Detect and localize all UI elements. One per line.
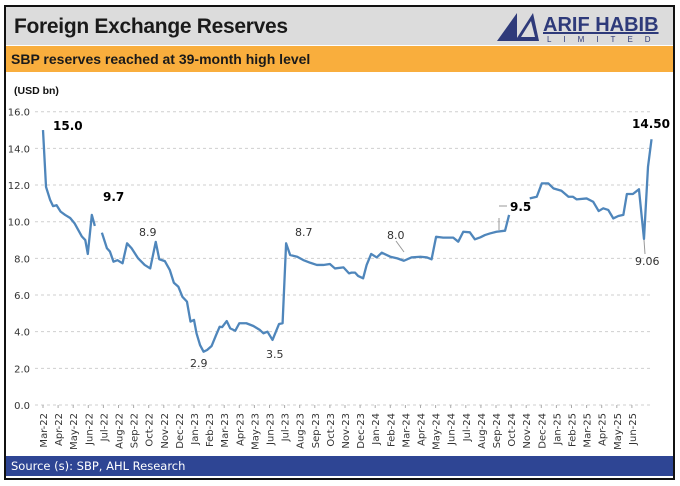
arif-habib-logo: ARIF HABIB LIMITED <box>495 11 665 43</box>
x-tick-label: Aug-23 <box>296 413 307 449</box>
reserves-line <box>41 129 96 256</box>
x-tick-label: Apr-22 <box>54 413 65 446</box>
x-tick-label: May-25 <box>613 413 624 450</box>
x-tick-label: Mar-23 <box>220 413 231 448</box>
x-tick-label: Nov-23 <box>341 413 352 449</box>
x-tick-label: Feb-23 <box>205 413 216 447</box>
reserves-line <box>529 139 653 241</box>
x-tick-label: Dec-24 <box>537 413 548 449</box>
x-tick-label: May-22 <box>69 413 80 450</box>
x-tick-label: Dec-23 <box>356 413 367 449</box>
reserves-line <box>100 214 511 353</box>
x-tick-label: Apr-24 <box>417 413 428 446</box>
x-tick-label: Apr-25 <box>598 413 609 446</box>
x-tick-label: Jun-24 <box>447 413 458 446</box>
x-tick-label: May-23 <box>250 413 261 450</box>
subtitle-bar: SBP reserves reached at 39-month high le… <box>6 46 673 72</box>
x-tick-label: Jul-22 <box>99 413 110 442</box>
x-tick-label: Jan-25 <box>552 413 563 446</box>
x-tick-label: Dec-22 <box>175 413 186 449</box>
annotation-jun25-dip: 9.06 <box>635 255 660 268</box>
x-tick-label: Mar-22 <box>39 413 50 448</box>
x-tick-label: Aug-24 <box>477 413 488 449</box>
chart-subtitle: SBP reserves reached at 39-month high le… <box>11 51 311 67</box>
x-tick-label: Jul-23 <box>281 413 292 442</box>
y-tick-label: 4.0 <box>14 328 30 339</box>
annotation-oct22: 8.9 <box>139 226 157 239</box>
y-tick-label: 12.0 <box>8 181 30 192</box>
x-tick-label: Mar-25 <box>583 413 594 448</box>
annotation-jan23-low: 2.9 <box>190 357 208 370</box>
x-tick-label: Jul-24 <box>462 413 473 442</box>
x-tick-label: Sep-24 <box>492 413 503 448</box>
x-tick-label: Jan-24 <box>371 413 382 446</box>
x-tick-label: Apr-23 <box>235 413 246 446</box>
x-tick-label: Feb-25 <box>568 413 579 447</box>
x-tick-label: Jan-23 <box>190 413 201 446</box>
x-tick-label: Aug-22 <box>115 413 126 449</box>
logo-mark-icon: ARIF HABIB LIMITED <box>497 13 663 43</box>
source-note: Source (s): SBP, AHL Research <box>11 459 186 473</box>
annotation-start: 15.0 <box>53 119 83 133</box>
chart-frame <box>4 5 675 480</box>
page-title: Foreign Exchange Reserves <box>14 15 288 38</box>
y-tick-label: 6.0 <box>14 291 30 302</box>
footer-bar: Source (s): SBP, AHL Research <box>6 456 673 476</box>
y-tick-label: 14.0 <box>8 144 30 155</box>
x-tick-label: Oct-22 <box>145 413 156 447</box>
annotation-jun23-low: 3.5 <box>266 348 284 361</box>
y-tick-label: 10.0 <box>8 218 30 229</box>
annotation-leader <box>643 239 646 255</box>
x-tick-label: Jun-22 <box>84 413 95 446</box>
x-tick-label: Jun-25 <box>628 413 639 446</box>
svg-text:LIMITED: LIMITED <box>547 35 663 43</box>
x-tick-label: Feb-24 <box>386 413 397 447</box>
x-tick-label: Oct-23 <box>326 413 337 447</box>
annotation-jan24: 8.0 <box>387 229 405 242</box>
annotation-leader <box>395 240 405 253</box>
annotation-latest: 14.50 <box>632 117 670 131</box>
y-tick-label: 2.0 <box>14 364 30 375</box>
y-axis-unit: (USD bn) <box>14 85 59 97</box>
annotation-sep24: 9.5 <box>510 200 532 214</box>
x-tick-label: Sep-22 <box>130 413 141 448</box>
x-tick-label: Jun-23 <box>266 413 277 446</box>
x-tick-label: Sep-23 <box>311 413 322 448</box>
y-tick-label: 16.0 <box>8 108 30 119</box>
y-tick-label: 8.0 <box>14 254 30 265</box>
x-tick-label: Mar-24 <box>401 413 412 448</box>
x-tick-label: May-24 <box>432 413 443 450</box>
header: Foreign Exchange Reserves ARIF HABIB LIM… <box>6 7 673 45</box>
x-tick-label: Nov-24 <box>522 413 533 449</box>
y-tick-label: 0.0 <box>14 401 30 412</box>
svg-text:ARIF HABIB: ARIF HABIB <box>543 14 659 36</box>
x-tick-label: Oct-24 <box>507 413 518 447</box>
annotation-jun22: 9.7 <box>103 190 125 204</box>
annotation-jul23: 8.7 <box>295 226 313 239</box>
x-tick-label: Nov-22 <box>160 413 171 449</box>
